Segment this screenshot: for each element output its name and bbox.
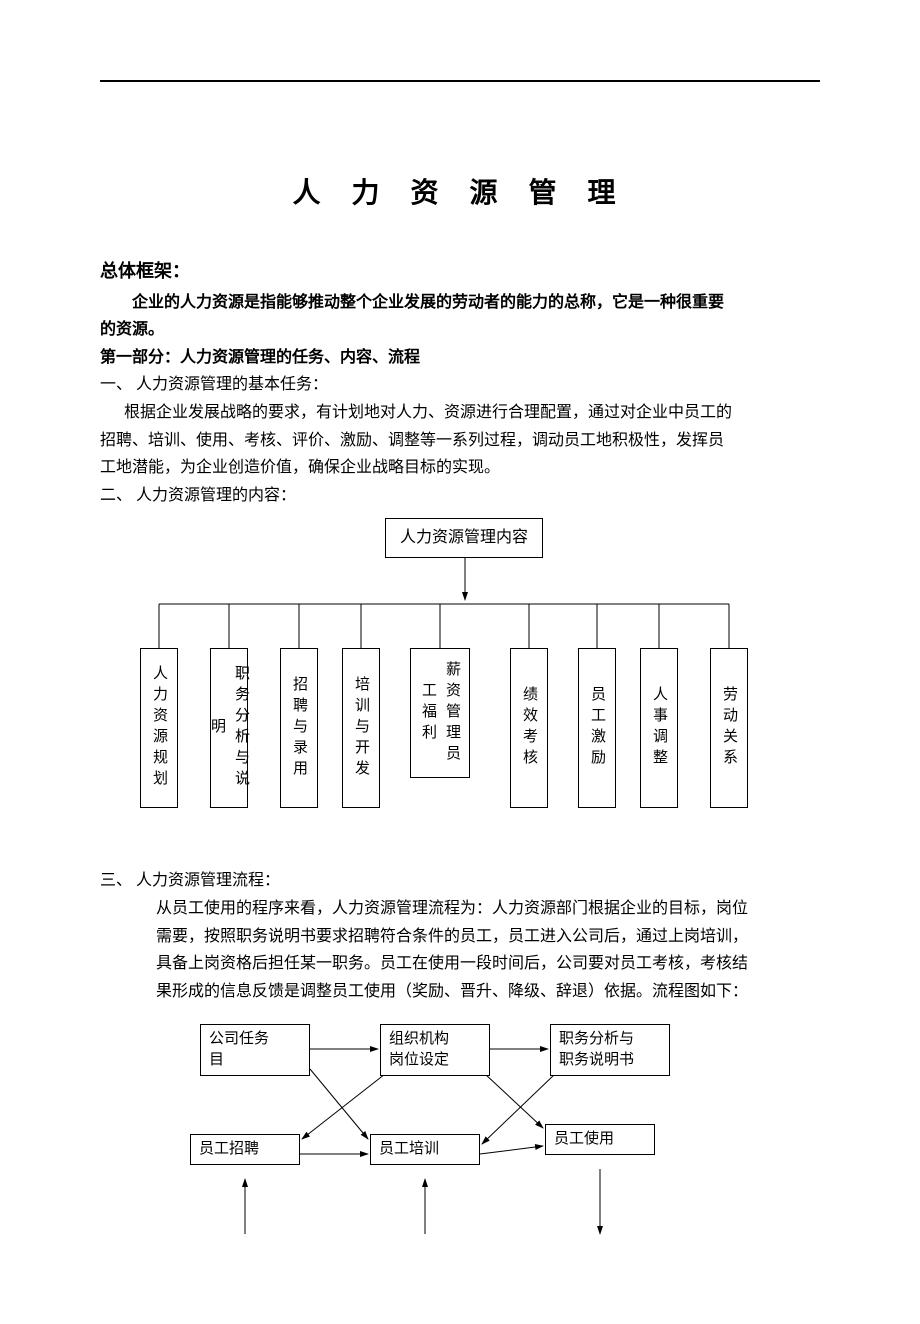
- flow-b1-l2: 目: [209, 1052, 224, 1068]
- intro-line-1: 企业的人力资源是指能够推动整个企业发展的劳动者的能力的总称，它是一种很重要: [100, 290, 820, 316]
- section3-body: 从员工使用的程序来看，人力资源管理流程为：人力资源部门根据企业的目标，岗位 需要…: [100, 896, 820, 1004]
- orgchart-root: 人力资源管理内容: [385, 518, 543, 558]
- section3-heading: 三、 人力资源管理流程：: [100, 868, 820, 894]
- section3-body-1: 从员工使用的程序来看，人力资源管理流程为：人力资源部门根据企业的目标，岗位: [156, 896, 820, 922]
- flow-b6-l1: 员工使用: [554, 1131, 614, 1147]
- orgchart-child-7: 人事调整: [640, 648, 678, 808]
- document-title: 人 力 资 源 管 理: [100, 172, 820, 217]
- part1-heading: 第一部分：人力资源管理的任务、内容、流程: [100, 345, 820, 371]
- top-rule: [100, 80, 820, 82]
- flow-box-job-analysis: 职务分析与 职务说明书: [550, 1024, 670, 1076]
- orgchart-hr-content: 人力资源管理内容 人力资源规划 职务分析与说明 招聘与录用 培训与开发 薪资管理…: [110, 518, 810, 828]
- orgchart-child-8: 劳动关系: [710, 648, 748, 808]
- flow-box-recruitment: 员工招聘: [190, 1134, 300, 1165]
- section3-body-3: 具备上岗资格后担任某一职务。员工在使用一段时间后，公司要对员工考核，考核结: [156, 951, 820, 977]
- flow-b5-l1: 员工培训: [379, 1141, 439, 1157]
- flow-b3-l1: 职务分析与: [559, 1031, 634, 1047]
- orgchart-child-1: 职务分析与说明: [210, 648, 248, 808]
- flow-b2-l1: 组织机构: [389, 1031, 449, 1047]
- flow-b3-l2: 职务说明书: [559, 1052, 634, 1068]
- flow-box-org-structure: 组织机构 岗位设定: [380, 1024, 490, 1076]
- section1-body-3: 工地潜能，为企业创造价值，确保企业战略目标的实现。: [100, 455, 820, 481]
- section1-body-2: 招聘、培训、使用、考核、评价、激励、调整等一系列过程，调动员工地积极性，发挥员: [100, 428, 820, 454]
- orgchart-child-0: 人力资源规划: [140, 648, 178, 808]
- framework-heading: 总体框架：: [100, 257, 820, 286]
- orgchart-child-6: 员工激励: [578, 648, 616, 808]
- section1-body-1: 根据企业发展战略的要求，有计划地对人力、资源进行合理配置，通过对企业中员工的: [100, 400, 820, 426]
- flow-b4-l1: 员工招聘: [199, 1141, 259, 1157]
- intro-line-2: 的资源。: [100, 317, 820, 343]
- flow-b2-l2: 岗位设定: [389, 1052, 449, 1068]
- orgchart-child-2: 招聘与录用: [280, 648, 318, 808]
- orgchart-child-3: 培训与开发: [342, 648, 380, 808]
- flow-box-company-task: 公司任务 目: [200, 1024, 310, 1076]
- section3-body-4: 果形成的信息反馈是调整员工使用（奖励、晋升、降级、辞退）依据。流程图如下：: [156, 979, 820, 1005]
- orgchart-child-4: 薪资管理员工福利: [410, 648, 470, 778]
- flowchart-hr-process: 公司任务 目 组织机构 岗位设定 职务分析与 职务说明书 员工招聘 员工培训 员…: [160, 1024, 720, 1284]
- section1-heading: 一、 人力资源管理的基本任务：: [100, 372, 820, 398]
- section2-heading: 二、 人力资源管理的内容：: [100, 483, 820, 509]
- flow-box-training: 员工培训: [370, 1134, 480, 1165]
- flow-b1-l1: 公司任务: [209, 1031, 269, 1047]
- orgchart-child-5: 绩效考核: [510, 648, 548, 808]
- section3-body-2: 需要，按照职务说明书要求招聘符合条件的员工，员工进入公司后，通过上岗培训，: [156, 924, 820, 950]
- flow-box-employee-use: 员工使用: [545, 1124, 655, 1155]
